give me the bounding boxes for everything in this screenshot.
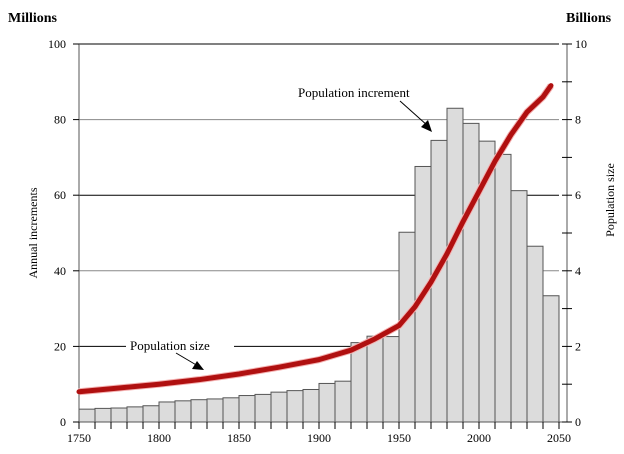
bar — [254, 393, 272, 423]
bar — [366, 335, 384, 423]
bar — [94, 407, 112, 423]
right-tick-label: 10 — [575, 37, 587, 51]
bar — [318, 382, 336, 423]
right-tick-label: 2 — [575, 339, 581, 353]
bar — [334, 380, 352, 423]
bar — [126, 406, 144, 423]
bar — [222, 397, 240, 423]
right-tick-label: 8 — [575, 113, 581, 127]
bar — [238, 395, 256, 423]
right-tick-label: 6 — [575, 188, 581, 202]
bar — [158, 401, 176, 423]
annotation-arrow-increment — [399, 100, 429, 127]
x-tick-label: 1750 — [67, 431, 91, 445]
annotation-population-increment: Population increment — [298, 85, 410, 100]
left-tick-label: 0 — [60, 415, 66, 429]
arrow-head-increment — [421, 120, 432, 132]
bar — [462, 122, 480, 423]
right-tick-label: 4 — [575, 264, 581, 278]
bar — [78, 408, 96, 423]
left-tick-label: 60 — [54, 188, 66, 202]
bar — [446, 107, 464, 423]
x-tick-label: 1900 — [307, 431, 331, 445]
right-tick-label: 0 — [575, 415, 581, 429]
right-unit-label: Billions — [566, 11, 612, 26]
bar — [110, 407, 128, 423]
x-tick-label: 1800 — [147, 431, 171, 445]
bar — [174, 400, 192, 423]
left-axis-label: Annual increments — [26, 187, 40, 278]
bar — [382, 336, 400, 423]
bar — [270, 391, 288, 423]
bar — [286, 390, 304, 423]
x-tick-label: 2000 — [467, 431, 491, 445]
bar — [190, 399, 208, 423]
x-tick-label: 1950 — [387, 431, 411, 445]
right-axis-label: Population size — [603, 163, 617, 237]
annotation-arrow-size — [175, 352, 199, 367]
left-unit-label: Millions — [8, 11, 58, 26]
annotation-background — [126, 337, 234, 355]
bar — [510, 190, 528, 423]
bar — [350, 342, 368, 423]
arrow-head-size — [192, 361, 204, 370]
left-tick-label: 80 — [54, 113, 66, 127]
bar — [542, 295, 560, 423]
bar — [526, 245, 544, 423]
left-tick-label: 40 — [54, 264, 66, 278]
bar — [494, 153, 512, 423]
left-tick-label: 20 — [54, 339, 66, 353]
bar — [206, 398, 224, 423]
bar — [302, 388, 320, 423]
left-tick-label: 100 — [48, 37, 66, 51]
population-size-line — [76, 83, 554, 395]
x-tick-label: 1850 — [227, 431, 251, 445]
bar — [142, 405, 160, 423]
x-tick-label: 2050 — [547, 431, 571, 445]
annotation-population-size: Population size — [130, 338, 210, 353]
